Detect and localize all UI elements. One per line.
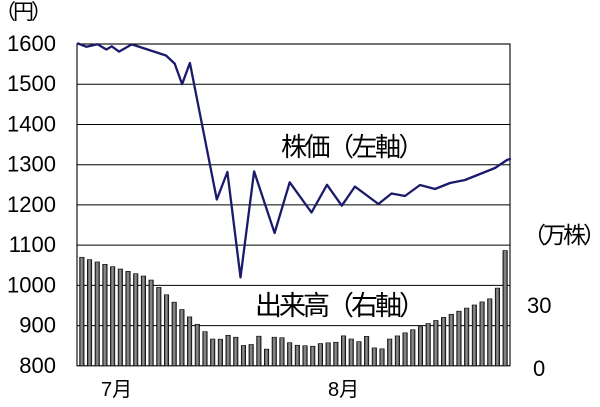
svg-text:900: 900 xyxy=(19,313,56,338)
svg-text:0: 0 xyxy=(533,356,545,381)
svg-text:1100: 1100 xyxy=(9,232,56,257)
svg-text:1400: 1400 xyxy=(7,112,56,137)
svg-text:1300: 1300 xyxy=(7,152,56,177)
svg-text:1500: 1500 xyxy=(7,71,56,96)
svg-text:7月: 7月 xyxy=(101,379,132,401)
svg-text:1600: 1600 xyxy=(7,31,56,56)
svg-text:1200: 1200 xyxy=(7,192,56,217)
svg-text:8月: 8月 xyxy=(328,379,359,401)
svg-text:30: 30 xyxy=(527,293,551,318)
svg-text:株価（左軸）: 株価（左軸） xyxy=(281,132,422,162)
svg-text:（万株）: （万株） xyxy=(523,222,600,248)
svg-text:1000: 1000 xyxy=(7,272,56,297)
svg-text:出来高（右軸）: 出来高（右軸） xyxy=(255,291,423,321)
svg-text:（円）: （円） xyxy=(0,1,49,24)
svg-text:800: 800 xyxy=(19,353,56,378)
